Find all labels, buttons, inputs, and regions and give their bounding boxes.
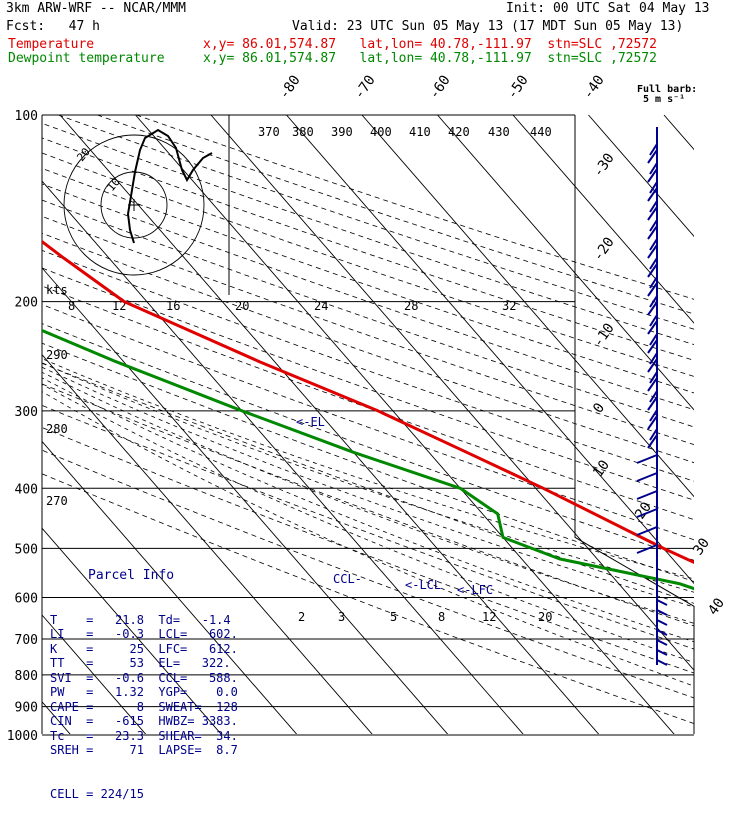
isotherm-line (664, 115, 740, 735)
parcel-info-row: CIN = -615 HWBZ= 3383. (50, 714, 240, 729)
parcel-level-annotation: <-EL (296, 415, 325, 429)
pressure-tick-label: 500 (15, 542, 38, 557)
pressure-tick-label: 300 (15, 405, 38, 420)
theta-label: 380 (292, 125, 314, 139)
theta-label: 440 (530, 125, 552, 139)
isotherm-label: 40 (705, 595, 728, 618)
isotherm-label: -70 (351, 72, 379, 102)
mixing-ratio-label: 5 (390, 610, 397, 624)
pressure-tick-label: 200 (15, 296, 38, 311)
pressure-tick-label: 600 (15, 591, 38, 606)
theta-label: 420 (448, 125, 470, 139)
theta-e-label: 280 (46, 422, 68, 436)
hodograph-ring-label: 20 (74, 145, 92, 164)
hodograph-speed-label: 32 (502, 299, 516, 313)
hodograph-speed-label: 8 (68, 299, 75, 313)
parcel-info-row: PW = 1.32 YGP= 0.0 (50, 685, 240, 700)
mixing-ratio-label: 20 (538, 610, 552, 624)
theta-label: 430 (488, 125, 510, 139)
parcel-info-row: LI = -0.3 LCL= 602. (50, 627, 240, 642)
isotherm-line (362, 115, 740, 735)
isotherm-label: -20 (590, 234, 618, 264)
isotherm-label: -30 (590, 150, 618, 180)
wind-barb (637, 491, 657, 499)
isotherm-line (438, 115, 740, 735)
mixing-ratio-label: 8 (438, 610, 445, 624)
wind-barb (657, 610, 667, 615)
theta-e-label: 270 (46, 494, 68, 508)
wind-barb (637, 527, 657, 535)
parcel-level-annotation: <-LCL (405, 578, 441, 592)
parcel-cell: CELL = 224/15 (50, 787, 240, 802)
wind-barb (637, 545, 657, 553)
isotherm-label: 0 (590, 400, 608, 416)
pressure-tick-label: 1000 (7, 729, 38, 740)
parcel-info-row: SREH = 71 LAPSE= 8.7 (50, 743, 240, 758)
parcel-info-row: Tc = 23.3 SHEAR= 34. (50, 729, 240, 744)
theta-e-label: 290 (46, 348, 68, 362)
parcel-info-title: Parcel Info (50, 569, 240, 584)
hodograph-unit-label: kts (46, 283, 68, 297)
theta-label: 370 (258, 125, 280, 139)
isotherm-label: -60 (426, 72, 454, 102)
hodograph-ring-label: 10 (104, 175, 122, 194)
wind-barb (637, 455, 657, 463)
wind-barb (657, 630, 667, 635)
isotherm-label: -40 (580, 72, 608, 102)
theta-label: 410 (409, 125, 431, 139)
mixing-ratio-label: 12 (482, 610, 496, 624)
theta-label: 400 (370, 125, 392, 139)
isotherm-label: 10 (590, 457, 613, 480)
isotherm-label: -80 (276, 72, 304, 102)
parcel-level-annotation: <-LFC (457, 583, 493, 597)
isotherm-label: -10 (590, 320, 618, 350)
isotherm-line (513, 115, 740, 735)
wind-barb (657, 620, 667, 625)
isotherm-label: -50 (504, 72, 532, 102)
wind-barb (637, 473, 657, 481)
mixing-ratio-label: 3 (338, 610, 345, 624)
isotherm-line (287, 115, 740, 735)
parcel-info-row: SVI = -0.6 CCL= 588. (50, 671, 240, 686)
parcel-info-row: CAPE = 8 SWEAT= 128 (50, 700, 240, 715)
pressure-tick-label: 900 (15, 701, 38, 716)
pressure-tick-label: 700 (15, 633, 38, 648)
mixing-ratio-label: 2 (298, 610, 305, 624)
wind-barb (657, 640, 667, 645)
hodograph-speed-label: 20 (235, 299, 249, 313)
theta-label: 390 (331, 125, 353, 139)
hodograph-speed-label: 16 (166, 299, 180, 313)
parcel-info-row: K = 25 LFC= 612. (50, 642, 240, 657)
pressure-tick-label: 100 (15, 109, 38, 124)
hodograph-speed-label: 24 (314, 299, 328, 313)
parcel-level-annotation: CCL- (333, 572, 362, 586)
wind-barb (657, 600, 667, 605)
isotherm-line (589, 115, 740, 735)
isotherm-label: 30 (690, 535, 713, 558)
parcel-info-row: TT = 53 EL= 322. (50, 656, 240, 671)
hodograph-speed-label: 28 (404, 299, 418, 313)
pressure-tick-label: 800 (15, 669, 38, 684)
wind-barb (657, 660, 667, 665)
pressure-tick-label: 400 (15, 482, 38, 497)
parcel-info-row: T = 21.8 Td= -1.4 (50, 613, 240, 628)
